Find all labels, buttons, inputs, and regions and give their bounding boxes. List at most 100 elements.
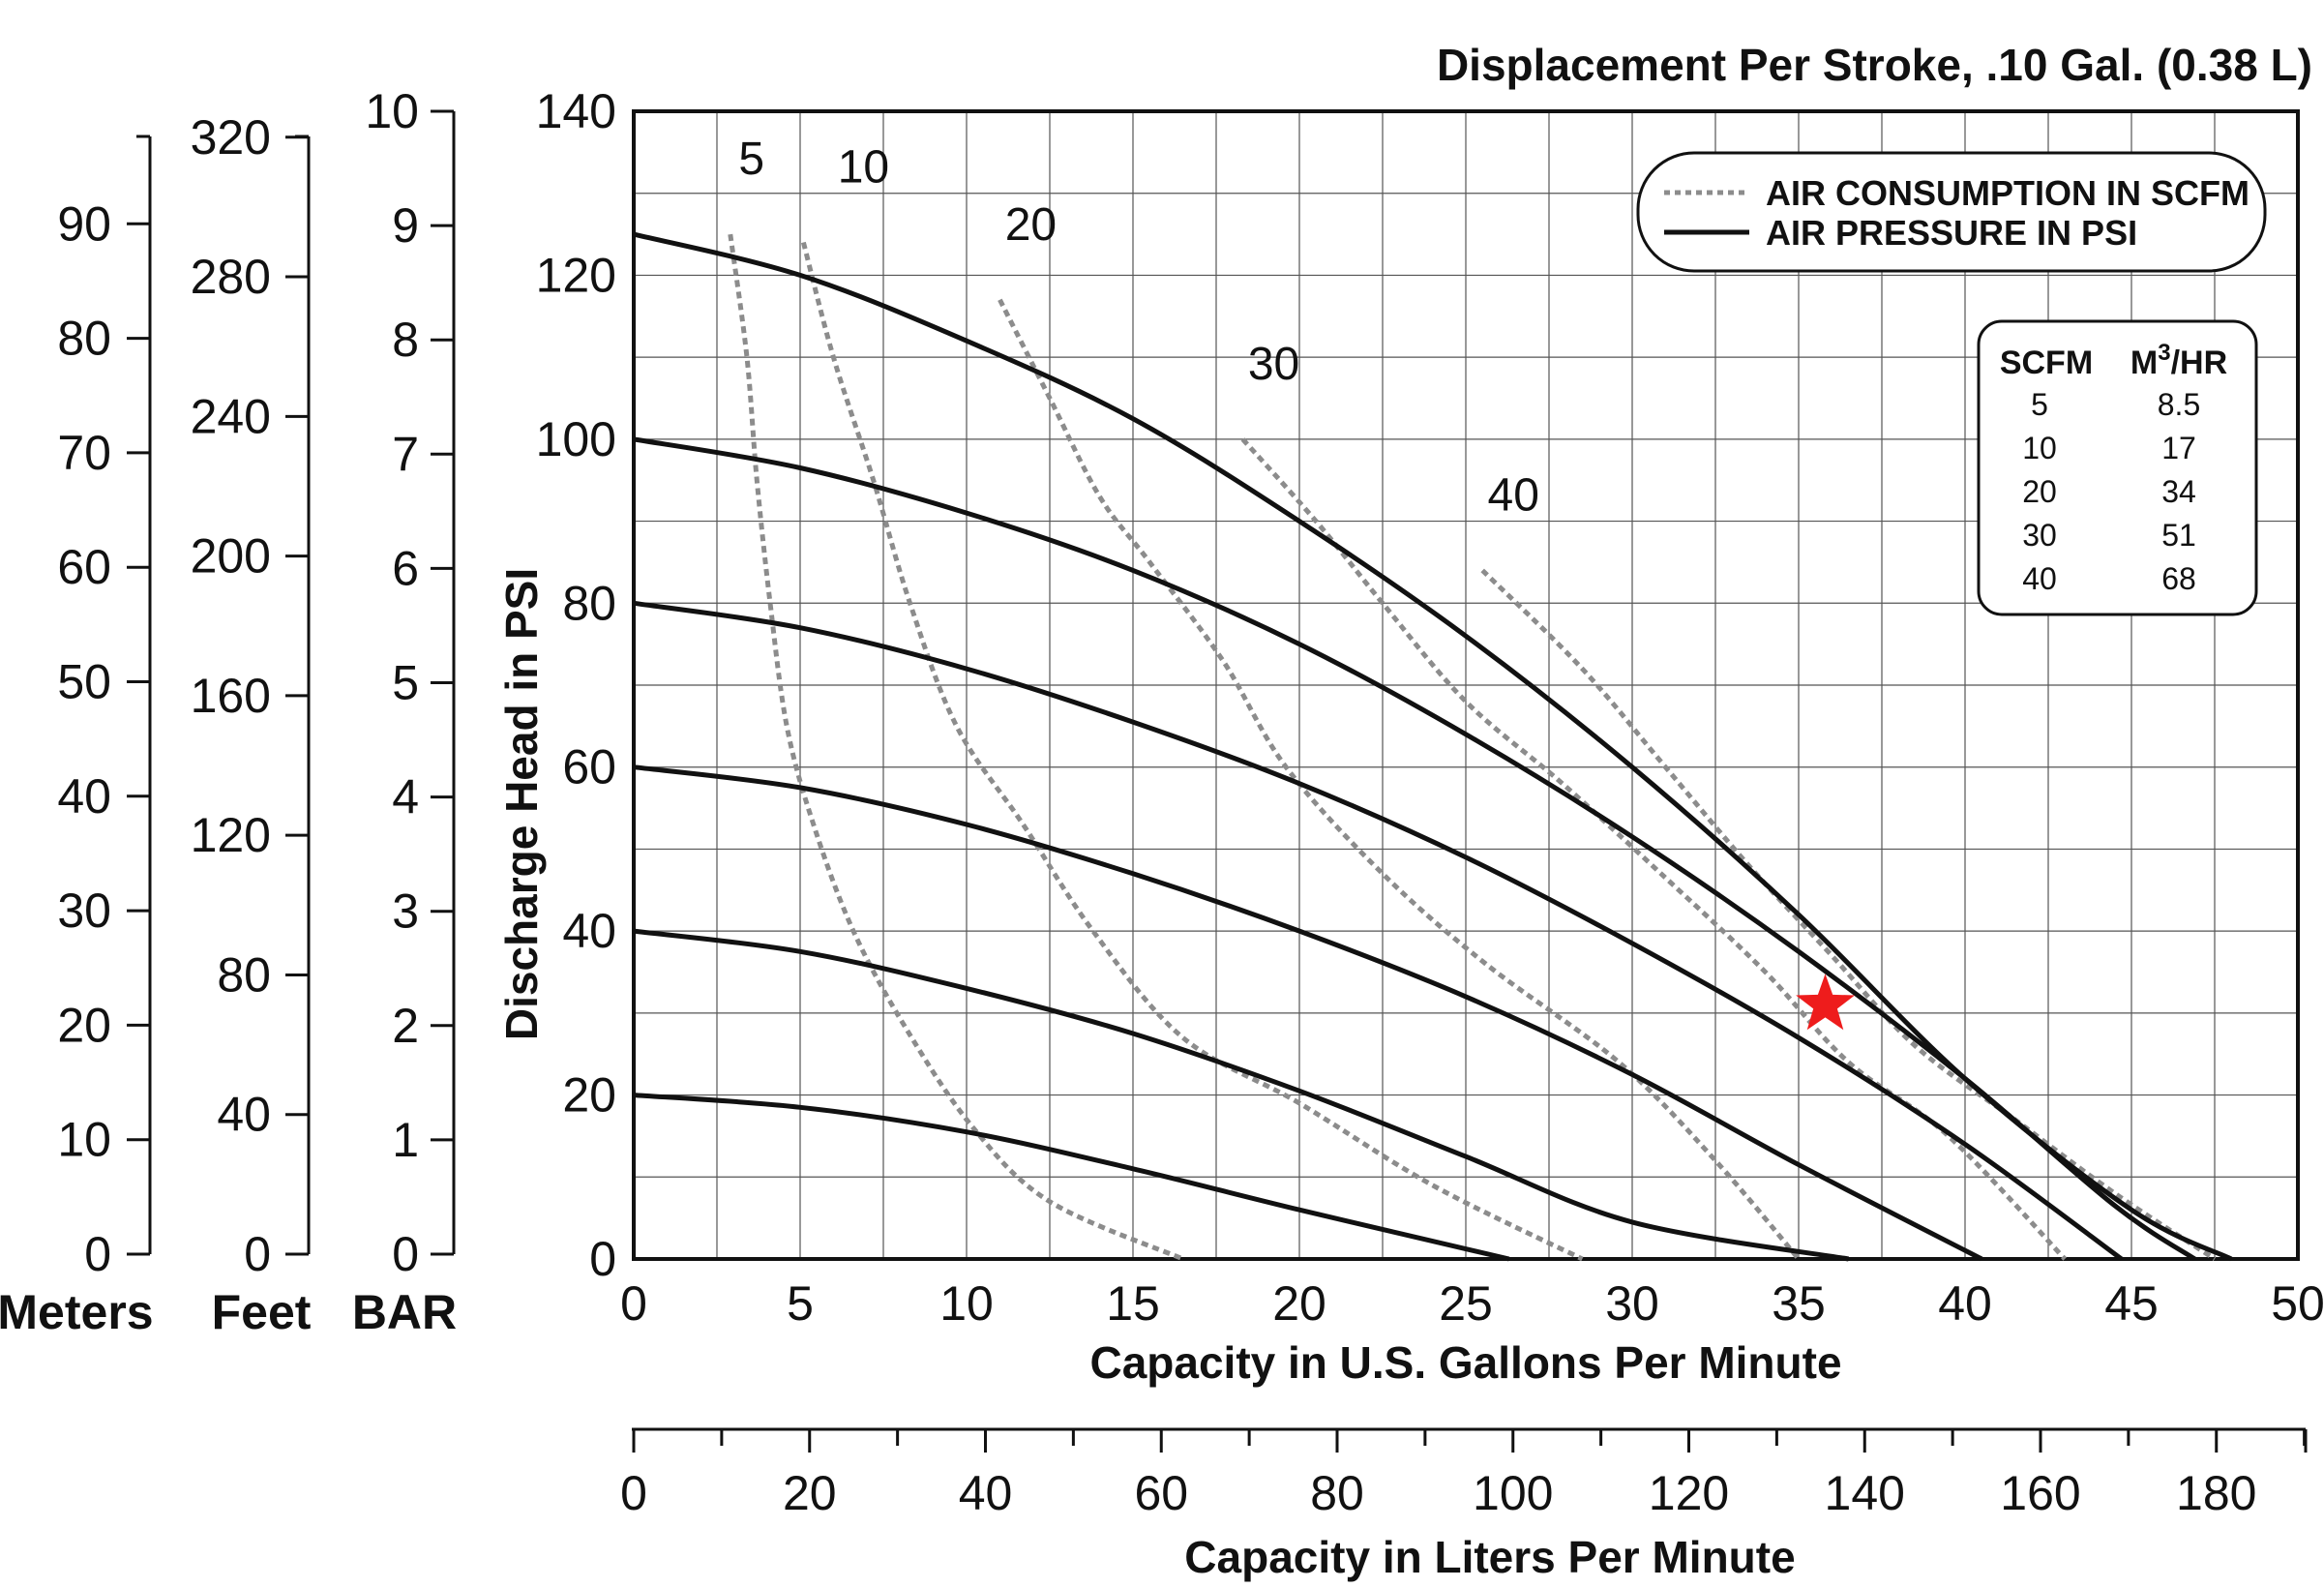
x-axis-ticks: 0 5 10 15 20 25 30 35 40 45 50: [620, 1276, 2324, 1331]
y-axis-ticks: 0 20 40 60 80 100 120 140: [536, 84, 616, 1286]
meters-tick-label: 20: [57, 998, 111, 1052]
legend: AIR CONSUMPTION IN SCFM AIR PRESSURE IN …: [1636, 151, 2267, 273]
feet-tick-label: 320: [191, 110, 271, 165]
liters-tick-label: 160: [2000, 1466, 2080, 1520]
meters-tick-label: 60: [57, 540, 111, 594]
table-header-m3hr: M3/HR: [2130, 340, 2227, 381]
bar-tick-label: 1: [392, 1113, 419, 1167]
table-cell-scfm: 10: [2022, 431, 2057, 465]
x-tick-label: 30: [1605, 1276, 1659, 1331]
air-consumption-labels: 5 10 20 30 40: [738, 134, 1538, 521]
scfm-conversion-table: SCFM M3/HR 5 8.5 10 17 20 34 30 51 40 68: [1977, 319, 2258, 616]
y-tick-label: 80: [562, 576, 616, 630]
table-cell-scfm: 5: [2031, 387, 2048, 422]
bar-tick-label: 4: [392, 770, 419, 824]
y-tick-label: 60: [562, 740, 616, 794]
pressure-curve-20-psi: [633, 1093, 1510, 1262]
pressure-curve-60-psi: [633, 764, 1983, 1262]
x-tick-label: 20: [1272, 1276, 1326, 1331]
table-box: [1977, 319, 2258, 616]
bar-tick-label: 8: [392, 313, 419, 367]
y-tick-label: 140: [536, 84, 616, 138]
pressure-curve-125-psi: [633, 231, 2233, 1262]
plot-frame: [632, 109, 2300, 1261]
operating-point-star: [1796, 974, 1855, 1031]
liters-axis-title: Capacity in Liters Per Minute: [1184, 1532, 1795, 1582]
air-curve-40-scfm: [1480, 568, 2217, 1262]
air-curve-20-scfm: [998, 298, 1801, 1261]
bar-tick-label: 10: [365, 84, 419, 138]
bar-tick-label: 9: [392, 198, 419, 253]
y-tick-label: 100: [536, 412, 616, 466]
feet-tick-label: 200: [191, 529, 271, 584]
air-curve-label-10-scfm: 10: [838, 142, 889, 194]
meters-tick-label: 40: [57, 769, 111, 824]
liters-axis-ticks: 0 20 40 60 80 100 120 140 160 180: [620, 1429, 2308, 1520]
air-curve-label-30-scfm: 30: [1248, 339, 1299, 390]
liters-tick-label: 60: [1134, 1466, 1188, 1520]
x-tick-label: 45: [2104, 1276, 2159, 1331]
table-rows: 5 8.5 10 17 20 34 30 51 40 68: [2022, 387, 2200, 596]
x-tick-label: 15: [1106, 1276, 1160, 1331]
bar-axis-title: BAR: [352, 1285, 457, 1339]
table-cell-m3hr: 17: [2161, 431, 2196, 465]
liters-tick-label: 20: [783, 1466, 837, 1520]
bar-tick-label: 3: [392, 884, 419, 939]
feet-tick-label: 280: [191, 250, 271, 304]
feet-tick-label: 40: [217, 1088, 271, 1142]
table-cell-scfm: 30: [2022, 518, 2057, 553]
liters-tick-label: 80: [1310, 1466, 1364, 1520]
liters-tick-label: 40: [959, 1466, 1013, 1520]
y-tick-label: 120: [536, 248, 616, 302]
bar-tick-label: 2: [392, 999, 419, 1053]
meters-tick-label: 30: [57, 884, 111, 938]
liters-tick-label: 0: [620, 1466, 647, 1520]
liters-tick-label: 100: [1473, 1466, 1553, 1520]
table-cell-scfm: 20: [2022, 474, 2057, 509]
table-cell-m3hr: 51: [2161, 518, 2196, 553]
table-cell-scfm: 40: [2022, 561, 2057, 596]
y-axis-title: Discharge Head in PSI: [496, 568, 547, 1040]
y-tick-label: 20: [562, 1068, 616, 1123]
meters-tick-label: 0: [84, 1227, 111, 1281]
air-curve-5-scfm: [728, 233, 1184, 1262]
feet-tick-label: 120: [191, 808, 271, 862]
air-pressure-curves: [633, 231, 2233, 1262]
legend-air-consumption-label: AIR CONSUMPTION IN SCFM: [1766, 173, 2250, 213]
bar-tick-label: 7: [392, 427, 419, 481]
table-header-scfm: SCFM: [2000, 345, 2093, 381]
chart-title: Displacement Per Stroke, .10 Gal. (0.38 …: [1437, 40, 2312, 90]
air-curve-30-scfm: [1240, 437, 2068, 1261]
air-consumption-curves: [728, 233, 2217, 1262]
x-axis-title: Capacity in U.S. Gallons Per Minute: [1089, 1337, 1841, 1388]
legend-air-pressure-label: AIR PRESSURE IN PSI: [1766, 213, 2137, 253]
x-tick-label: 0: [620, 1276, 647, 1331]
meters-tick-label: 10: [57, 1113, 111, 1167]
legend-box: [1636, 151, 2267, 273]
x-tick-label: 10: [939, 1276, 994, 1331]
meters-axis-title: Meters: [0, 1285, 154, 1339]
plot-grid: [634, 111, 2298, 1259]
y-tick-label: 40: [562, 904, 616, 958]
x-tick-label: 25: [1439, 1276, 1493, 1331]
bar-tick-label: 0: [392, 1227, 419, 1281]
pressure-curve-40-psi: [633, 928, 1850, 1262]
meters-tick-label: 70: [57, 426, 111, 480]
feet-tick-label: 0: [244, 1227, 271, 1281]
table-cell-m3hr: 68: [2161, 561, 2196, 596]
liters-tick-label: 180: [2176, 1466, 2256, 1520]
feet-tick-label: 240: [191, 389, 271, 443]
x-tick-label: 50: [2271, 1276, 2324, 1331]
table-cell-m3hr: 8.5: [2158, 387, 2200, 422]
air-curve-10-scfm: [800, 241, 1584, 1262]
air-curve-label-20-scfm: 20: [1005, 199, 1057, 251]
feet-tick-label: 160: [191, 669, 271, 723]
pressure-curve-80-psi: [633, 600, 2124, 1262]
feet-axis-title: Feet: [212, 1285, 312, 1339]
meters-tick-label: 50: [57, 655, 111, 709]
x-tick-label: 40: [1938, 1276, 1992, 1331]
table-cell-m3hr: 34: [2161, 474, 2196, 509]
left-conversion-axes: 0102030405060708090040801201602002402803…: [57, 84, 456, 1281]
bar-tick-label: 6: [392, 541, 419, 595]
